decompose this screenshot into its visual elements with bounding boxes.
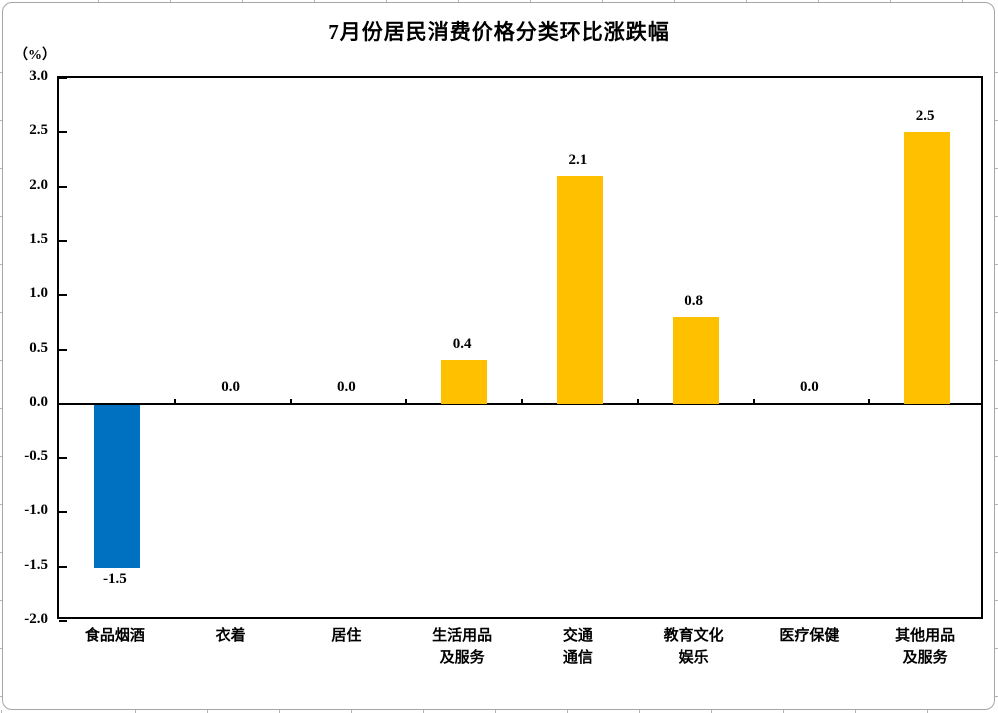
chart-bar-positive [441,360,488,404]
chart-bar-negative [93,404,140,568]
category-boundary-tick [868,398,871,405]
category-label: 教育文化 娱乐 [663,628,724,666]
category-label: 其他用品 及服务 [895,628,956,666]
category-boundary-tick [289,398,292,405]
category-boundary-tick [636,398,639,405]
y-axis-tick [59,457,67,460]
category-label: 居住 [331,628,362,644]
y-axis-tick [59,239,67,242]
y-axis-tick [59,402,67,405]
y-axis-tick-label: 3.0 [29,68,48,84]
category-axis-line [59,402,981,405]
chart-bar-positive [556,175,603,404]
y-axis-unit-label: （%） [14,48,56,63]
bar-value-label: 2.5 [915,108,935,125]
bar-value-label: 0.8 [684,292,703,309]
y-axis-tick-label: 0.0 [29,393,48,410]
category-boundary-tick [521,398,523,405]
y-axis-tick [59,294,67,297]
chart-bar-positive [672,316,719,404]
chart-title: 7月份居民消费价格分类环比涨跌幅 [328,20,670,44]
bar-value-label: 0.4 [452,336,472,353]
category-label: 医疗保健 [779,628,840,644]
y-axis-tick-label: 1.0 [29,285,48,302]
y-axis-tick-label: 2.0 [29,176,48,193]
y-axis-tick [59,77,67,79]
y-axis-tick [59,348,67,351]
category-label: 交通 通信 [562,628,593,666]
category-label: 生活用品 及服务 [432,628,493,666]
y-axis-tick-label: -1.5 [24,556,48,573]
category-boundary-tick [173,398,176,405]
y-axis-tick-label: 2.5 [29,122,48,139]
category-boundary-tick [405,398,408,405]
y-axis-tick-label: 0.5 [29,339,48,356]
category-boundary-tick [752,398,755,405]
y-axis-tick-label: -2.0 [24,611,48,627]
bar-value-label: -1.5 [103,570,127,587]
y-axis-tick [59,131,67,134]
y-axis-tick [59,565,67,568]
y-axis-tick-label: 1.5 [29,230,48,247]
bar-value-label: 0.0 [221,378,240,395]
y-axis-tick [59,620,67,622]
category-label: 衣着 [215,628,246,644]
category-label: 食品烟酒 [84,628,145,644]
bar-value-label: 2.1 [568,151,588,168]
plot-area [57,76,983,622]
bar-value-label: 0.0 [337,378,356,395]
y-axis-tick-label: -1.0 [24,502,48,519]
chart-bar-positive [904,132,951,404]
y-axis-tick [59,511,67,514]
bar-value-label: 0.0 [800,378,819,395]
y-axis-tick-label: -0.5 [24,448,48,465]
y-axis-tick [59,185,67,188]
